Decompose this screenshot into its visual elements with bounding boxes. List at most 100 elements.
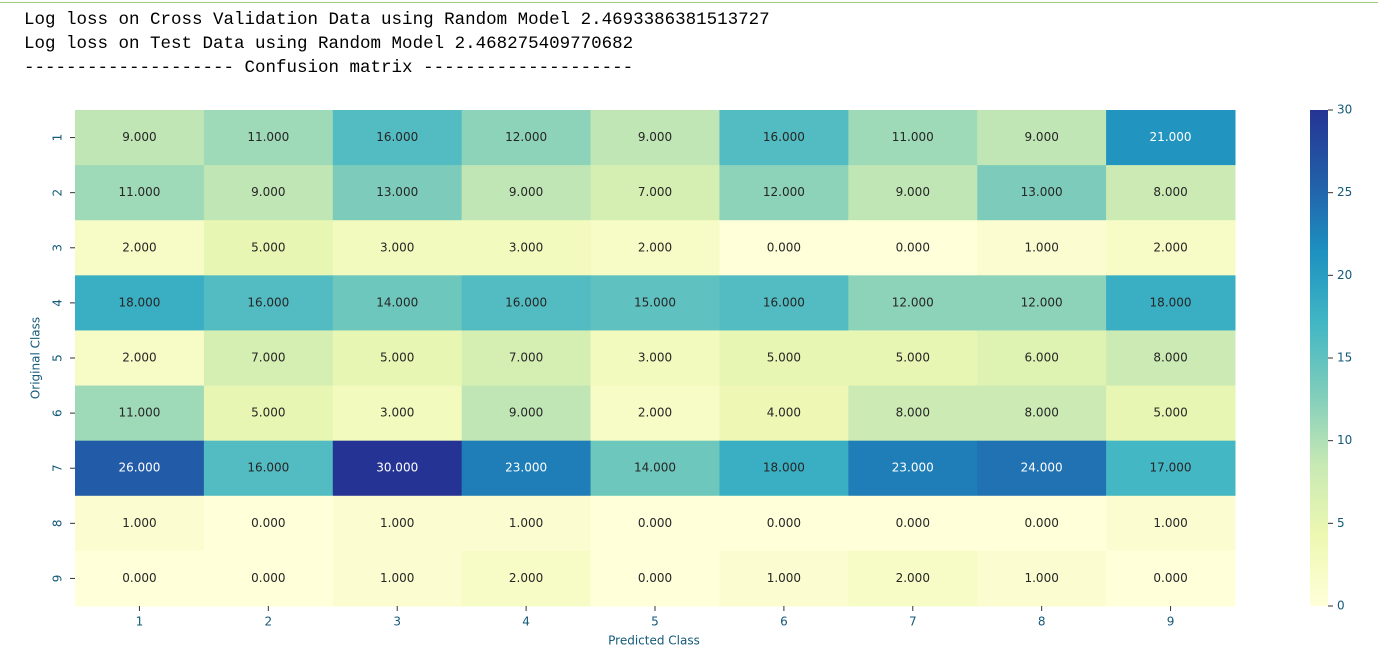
cell-label: 8.000 xyxy=(1153,351,1187,365)
cell-label: 8.000 xyxy=(896,406,930,420)
cell-label: 5.000 xyxy=(1153,406,1187,420)
heatmap-cell xyxy=(461,165,592,221)
cell-label: 9.000 xyxy=(251,185,285,199)
heatmap-cell xyxy=(719,330,849,387)
heatmap-cell xyxy=(203,330,334,387)
cell-label: 7.000 xyxy=(638,185,672,199)
cell-label: 9.000 xyxy=(509,185,543,199)
heatmap-cell xyxy=(461,275,592,331)
heatmap-cell xyxy=(203,550,334,607)
heatmap-cell xyxy=(848,385,978,442)
cell-label: 0.000 xyxy=(896,240,930,254)
heatmap-cell xyxy=(332,385,463,442)
heatmap-cell xyxy=(1106,330,1236,387)
cell-label: 4.000 xyxy=(767,406,801,420)
heatmap-cell xyxy=(461,330,592,387)
cell-label: 14.000 xyxy=(376,295,418,309)
heatmap-cell xyxy=(977,440,1107,497)
heatmap-cell xyxy=(590,440,720,497)
cell-label: 9.000 xyxy=(1024,130,1058,144)
y-tick-label: 8 xyxy=(51,520,65,528)
cell-label: 16.000 xyxy=(763,130,805,144)
cell-label: 1.000 xyxy=(122,516,156,530)
heatmap-cell xyxy=(332,275,463,331)
cell-label: 3.000 xyxy=(380,240,414,254)
cell-label: 11.000 xyxy=(118,185,160,199)
y-tick-label: 3 xyxy=(51,244,65,252)
colorbar xyxy=(1310,110,1328,606)
output-line: -------------------- Confusion matrix --… xyxy=(24,58,634,78)
heatmap-cell xyxy=(719,165,849,221)
heatmap-cell xyxy=(75,165,205,221)
heatmap-cell xyxy=(719,385,849,442)
cell-label: 12.000 xyxy=(763,185,805,199)
colorbar-tick-label: 15 xyxy=(1337,351,1352,365)
x-tick-label: 7 xyxy=(909,615,917,629)
cell-label: 1.000 xyxy=(767,571,801,585)
cell-label: 1.000 xyxy=(1024,571,1058,585)
cell-label: 1.000 xyxy=(380,516,414,530)
heatmap-cell xyxy=(719,440,849,497)
heatmap-cell xyxy=(977,385,1107,442)
y-tick-label: 9 xyxy=(51,575,65,583)
cell-label: 7.000 xyxy=(509,351,543,365)
cell-label: 13.000 xyxy=(376,185,418,199)
cell-label: 5.000 xyxy=(896,351,930,365)
cell-label: 9.000 xyxy=(896,185,930,199)
cell-label: 18.000 xyxy=(1150,295,1192,309)
cell-label: 23.000 xyxy=(892,461,934,475)
heatmap-cell xyxy=(75,550,205,607)
cell-label: 16.000 xyxy=(247,461,289,475)
heatmap-cell xyxy=(977,165,1107,221)
heatmap-cell xyxy=(203,440,334,497)
cell-label: 18.000 xyxy=(118,295,160,309)
cell-label: 12.000 xyxy=(892,295,934,309)
heatmap-cell xyxy=(332,165,463,221)
heatmap-cell xyxy=(848,440,978,497)
heatmap-cell xyxy=(1106,275,1236,331)
heatmap-cell xyxy=(461,495,592,552)
colorbar-tick-label: 5 xyxy=(1337,516,1345,530)
x-tick-label: 8 xyxy=(1038,615,1046,629)
output-line: Log loss on Test Data using Random Model… xyxy=(24,34,634,54)
heatmap-cell xyxy=(848,275,978,331)
cell-label: 15.000 xyxy=(634,295,676,309)
heatmap-cell xyxy=(848,165,978,221)
heatmap-cell xyxy=(590,495,720,552)
cell-label: 2.000 xyxy=(1153,240,1187,254)
heatmap-cell xyxy=(75,385,205,442)
heatmap-cell xyxy=(1106,550,1236,607)
x-tick-label: 3 xyxy=(393,615,401,629)
cell-label: 5.000 xyxy=(380,351,414,365)
colorbar-tick-label: 25 xyxy=(1337,185,1352,199)
heatmap-cell xyxy=(719,275,849,331)
cell-label: 18.000 xyxy=(763,461,805,475)
cell-label: 8.000 xyxy=(1024,406,1058,420)
heatmap-cell xyxy=(1106,385,1236,442)
cell-label: 3.000 xyxy=(638,351,672,365)
cell-label: 2.000 xyxy=(896,571,930,585)
cell-label: 2.000 xyxy=(638,240,672,254)
cell-label: 0.000 xyxy=(1024,516,1058,530)
cell-label: 0.000 xyxy=(1153,571,1187,585)
cell-label: 11.000 xyxy=(892,130,934,144)
cell-label: 16.000 xyxy=(376,130,418,144)
cell-label: 13.000 xyxy=(1021,185,1063,199)
cell-label: 8.000 xyxy=(1153,185,1187,199)
cell-label: 0.000 xyxy=(896,516,930,530)
heatmap-cell xyxy=(848,330,978,387)
heatmap-cell xyxy=(203,110,334,166)
cell-label: 26.000 xyxy=(118,461,160,475)
heatmap-cell xyxy=(203,495,334,552)
y-tick-label: 7 xyxy=(51,464,65,472)
heatmap-cell xyxy=(461,220,592,276)
colorbar-tick-label: 20 xyxy=(1337,268,1352,282)
cell-label: 0.000 xyxy=(767,240,801,254)
colorbar-tick-label: 10 xyxy=(1337,433,1352,447)
heatmap-cell xyxy=(977,110,1107,166)
heatmap-cell xyxy=(1106,440,1236,497)
cell-label: 0.000 xyxy=(638,571,672,585)
heatmap-cell xyxy=(848,495,978,552)
